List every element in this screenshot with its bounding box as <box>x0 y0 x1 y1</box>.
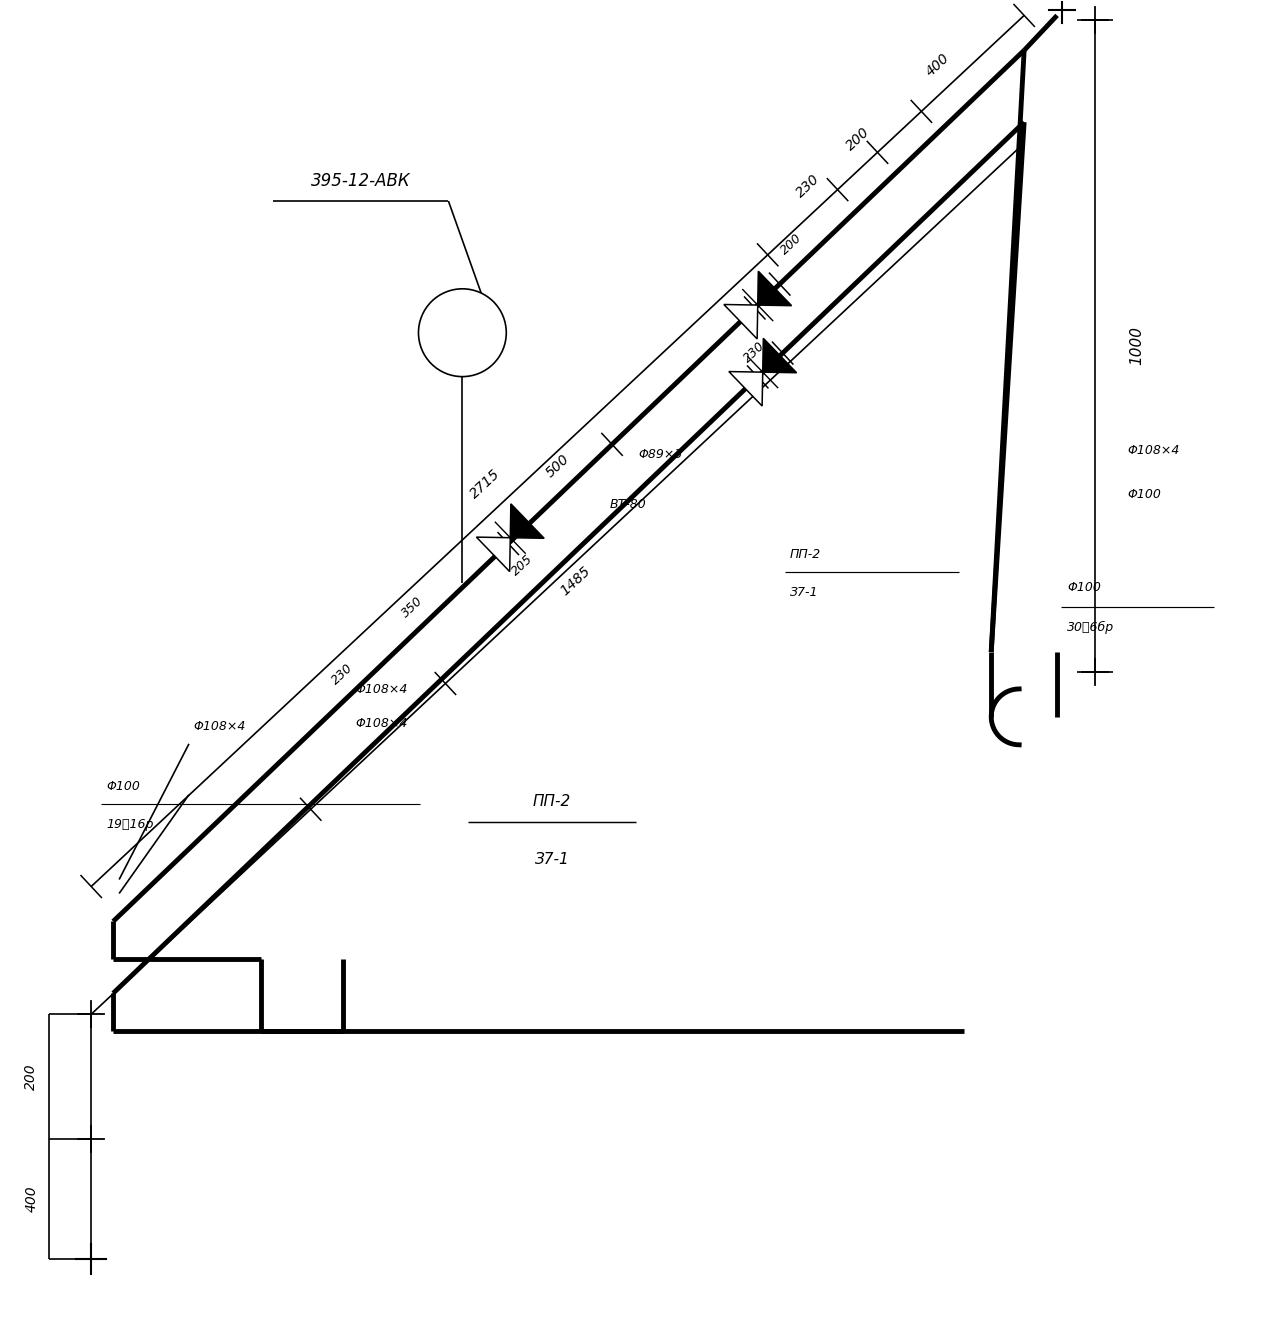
Text: ПП-2: ПП-2 <box>533 795 571 809</box>
Polygon shape <box>510 504 544 538</box>
Text: 1485: 1485 <box>558 564 592 599</box>
Text: 400: 400 <box>24 1186 38 1212</box>
Text: Φ108×4: Φ108×4 <box>193 720 245 734</box>
Text: 2715: 2715 <box>468 467 503 501</box>
Text: 200: 200 <box>778 231 805 258</box>
Text: 19䑴16р: 19䑴16р <box>107 818 154 832</box>
Text: Φ108×4: Φ108×4 <box>356 683 408 697</box>
Circle shape <box>418 288 506 377</box>
Text: 230: 230 <box>329 661 356 687</box>
Text: Φ108×4: Φ108×4 <box>356 718 408 730</box>
Text: П: П <box>458 346 466 360</box>
Text: ВТ-80: ВТ-80 <box>610 498 647 510</box>
Polygon shape <box>728 371 763 406</box>
Text: Р: Р <box>459 307 466 319</box>
Text: 30䑴6бр: 30䑴6бр <box>1068 620 1115 633</box>
Text: 200: 200 <box>843 124 872 153</box>
Text: 200: 200 <box>24 1063 38 1089</box>
Text: Φ100: Φ100 <box>107 780 140 793</box>
Text: 400: 400 <box>923 50 952 79</box>
Text: Φ100: Φ100 <box>1068 580 1101 594</box>
Text: Φ89×3: Φ89×3 <box>638 448 683 461</box>
Text: 230: 230 <box>793 172 822 200</box>
Text: З7-1: З7-1 <box>535 853 569 867</box>
Text: Φ100: Φ100 <box>1127 488 1160 501</box>
Polygon shape <box>724 304 758 338</box>
Polygon shape <box>763 338 797 373</box>
Text: 1000: 1000 <box>1130 327 1144 365</box>
Text: 230: 230 <box>741 338 768 365</box>
Text: 205: 205 <box>510 553 535 578</box>
Polygon shape <box>477 537 510 571</box>
Text: З7-1: З7-1 <box>789 586 819 599</box>
Text: 500: 500 <box>544 452 573 480</box>
Text: Φ108×4: Φ108×4 <box>1127 444 1179 457</box>
Text: 395-12-АВК: 395-12-АВК <box>311 172 411 190</box>
Polygon shape <box>758 271 792 305</box>
Text: 350: 350 <box>399 595 426 620</box>
Text: ПП-2: ПП-2 <box>789 547 821 561</box>
